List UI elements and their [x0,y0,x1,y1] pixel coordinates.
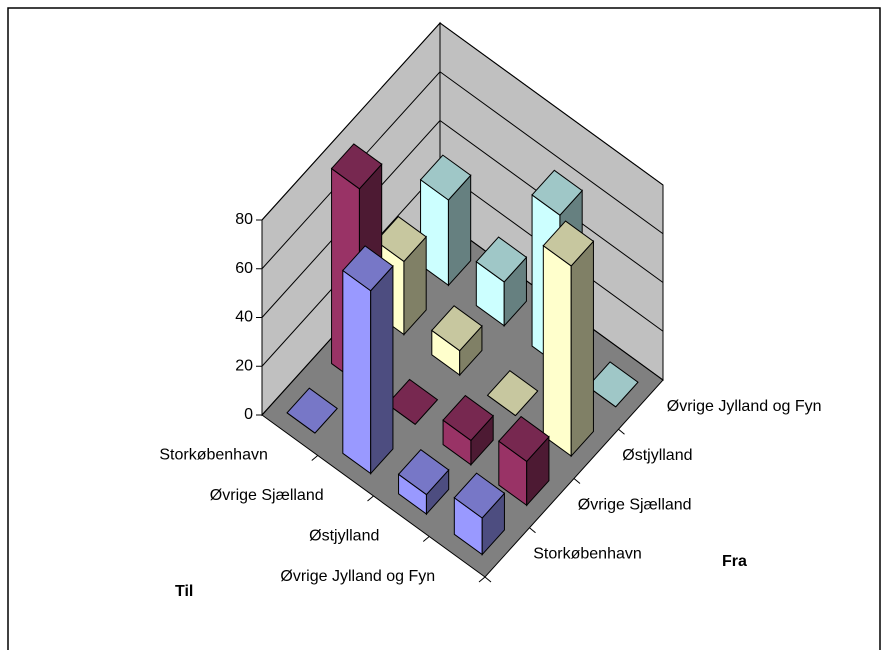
bar-face [431,305,483,352]
bar [386,378,439,425]
series-label: Øvrige Sjælland [578,496,692,513]
y-tick-label: 20 [235,357,253,374]
series-tick [573,478,581,484]
series-label: Østjylland [622,447,692,464]
y-tick-label: 40 [235,309,253,326]
bar-face [397,449,450,496]
bar-face [475,236,528,283]
grid-line [261,119,664,318]
series-label: Øvrige Jylland og Fyn [667,398,822,415]
bar-face [375,215,427,263]
y-tick-label: 80 [235,211,253,228]
bar [486,370,539,417]
x-tick [422,536,430,542]
bar-face [587,361,639,408]
y-tick-label: 60 [235,260,253,277]
bar-face [419,154,472,201]
series-tick [618,428,625,435]
bar [587,361,639,408]
bar-face [342,269,372,475]
bar-face [542,220,595,267]
bar-face [486,370,539,417]
x-tick-label: Øvrige Sjælland [210,487,324,504]
bar [342,245,394,475]
bar-face [498,415,550,463]
bar-face [370,264,394,475]
grid-line [261,22,664,221]
bar-face [570,240,594,458]
series-label: Storkøbenhavn [533,546,642,563]
bar [475,236,528,328]
y-tick-label: 0 [244,406,253,423]
series-axis-title: Fra [722,553,747,570]
series-tick [484,576,492,583]
bar-face [442,394,494,442]
x-tick [367,495,374,502]
x-tick [478,576,486,583]
bar [542,220,595,458]
bar [397,449,450,516]
bar-face [386,378,439,425]
bar-face [286,387,338,434]
bar [498,415,550,507]
bar [286,387,338,434]
category-axis-title: Til [175,583,193,600]
x-tick [311,455,319,461]
bar-face [342,245,394,292]
bar-face [542,244,572,458]
bar [442,394,494,467]
bar [453,472,506,556]
grid-line [261,71,664,270]
bar-face [531,169,583,216]
x-tick-label: Storkøbenhavn [159,446,268,463]
bar-face [330,143,383,190]
bar [419,154,472,287]
bar [431,305,483,377]
bar-face [453,472,506,519]
series-tick [529,527,536,534]
x-tick-label: Øvrige Jylland og Fyn [280,568,435,585]
x-tick-label: Østjylland [309,527,379,544]
